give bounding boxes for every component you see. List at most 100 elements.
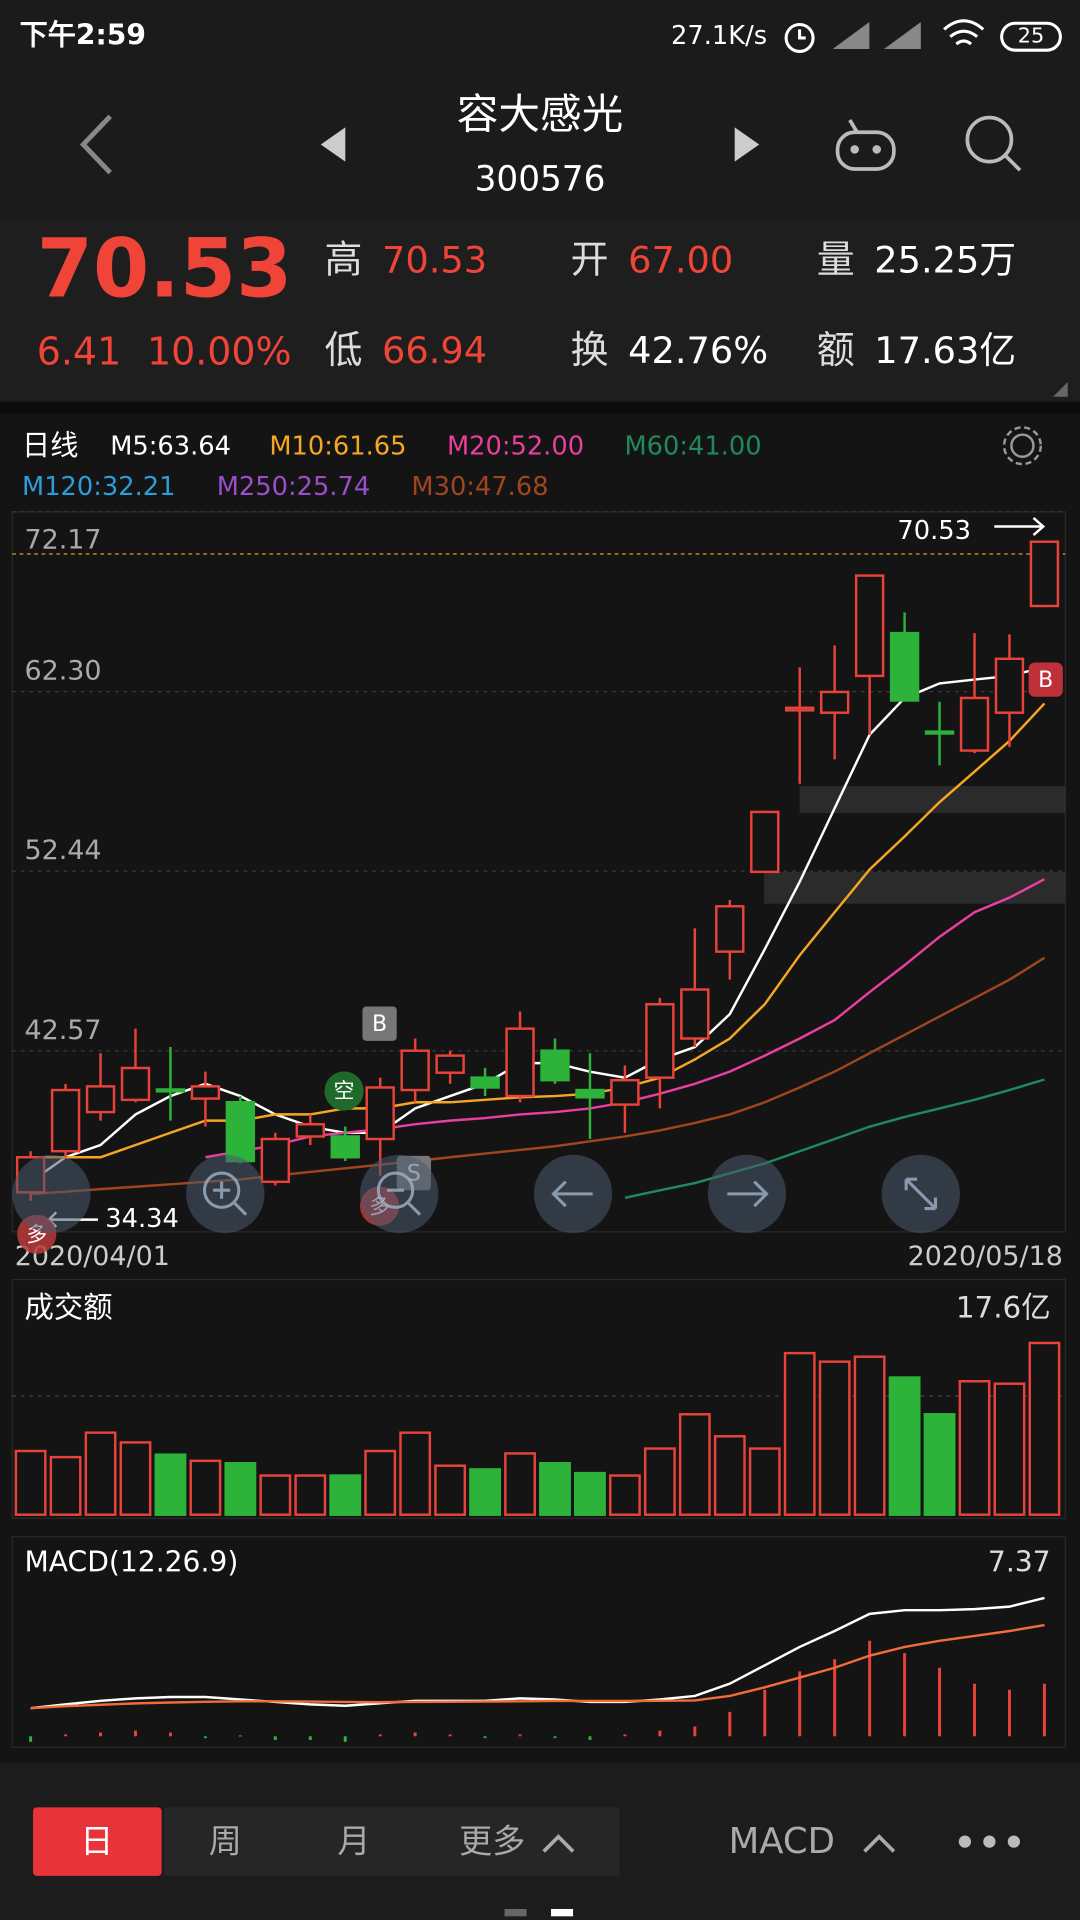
- tab-active[interactable]: [33, 1807, 162, 1876]
- stat-value: 42.76%: [628, 329, 768, 372]
- nav-icons: [202, 1171, 938, 1216]
- macd-bar: [798, 1671, 802, 1737]
- macd-bar: [413, 1732, 417, 1737]
- volume-bar: [84, 1431, 117, 1516]
- caret: [863, 1834, 896, 1853]
- macd-bar: [203, 1736, 207, 1739]
- legend-entry: M30:47.68: [411, 472, 548, 502]
- macd-bar: [833, 1659, 837, 1737]
- candle-body: [819, 690, 850, 714]
- candle-body: [575, 1088, 605, 1099]
- change: 6.41: [37, 329, 121, 373]
- indicator-tab[interactable]: MACD: [729, 1821, 835, 1862]
- macd-bar: [868, 1640, 872, 1737]
- stock-name: 容大感光: [457, 90, 624, 139]
- max-label: 17.6亿: [956, 1290, 1051, 1324]
- period-tabs: [164, 1807, 620, 1876]
- macd-bar: [483, 1736, 487, 1739]
- macd-bar: [134, 1730, 137, 1737]
- candle-body: [994, 657, 1025, 714]
- macd-bar: [378, 1734, 382, 1737]
- top-bar-bg: [0, 0, 1080, 218]
- stat-value: 25.25万: [874, 239, 1016, 282]
- search-icon[interactable]: [965, 115, 1022, 172]
- macd-bar: [1042, 1683, 1046, 1737]
- dif-label: 7.37: [988, 1546, 1051, 1579]
- candle-body: [225, 1101, 256, 1163]
- volume-bar: [154, 1453, 187, 1516]
- price: 70.53: [37, 222, 293, 316]
- stat-value: 17.63亿: [874, 329, 1016, 372]
- candle-body: [50, 1088, 81, 1153]
- page-dot: [504, 1908, 527, 1917]
- macd-bar: [343, 1736, 347, 1742]
- x-tick-label: 2020/05/18: [908, 1241, 1063, 1272]
- legend-entry: M5:63.64: [110, 431, 231, 461]
- divider: [0, 401, 1080, 414]
- volume-bar: [1028, 1341, 1061, 1516]
- volume-bar: [923, 1413, 956, 1516]
- marker-box: [362, 1006, 397, 1041]
- settings-icon[interactable]: [1002, 426, 1043, 466]
- y-tick-label: 72.17: [24, 525, 101, 556]
- candle-body: [400, 1049, 430, 1092]
- macd-bar: [728, 1711, 732, 1737]
- tab[interactable]: 周: [209, 1821, 242, 1860]
- candle-body: [610, 1078, 640, 1106]
- volume-bar: [993, 1382, 1026, 1516]
- marker-circle: [324, 1071, 364, 1111]
- y-tick-label: 52.44: [24, 835, 101, 866]
- candle-body: [330, 1135, 360, 1159]
- arrow: [994, 517, 1046, 537]
- ma-line: [624, 1078, 1045, 1199]
- legend-entry: M60:41.00: [624, 431, 761, 461]
- chart-title: 成交额: [24, 1290, 112, 1324]
- candle-body: [295, 1123, 325, 1138]
- battery: 25: [1018, 24, 1044, 48]
- candle-body: [924, 730, 955, 735]
- candle-body: [959, 696, 990, 752]
- robot-icon[interactable]: [835, 119, 896, 171]
- volume-bar: [434, 1464, 467, 1516]
- candle-body: [470, 1076, 500, 1089]
- legend-entry: M10:61.65: [269, 431, 406, 461]
- macd-bar: [238, 1735, 242, 1737]
- legend-entry: M120:32.21: [22, 472, 175, 502]
- stat-label: 开: [571, 238, 609, 282]
- change-pct: 10.00%: [147, 329, 292, 373]
- stat-value: 66.94: [382, 329, 487, 372]
- candle-body: [645, 1003, 675, 1079]
- macd-bar: [623, 1734, 627, 1737]
- candle-body: [435, 1054, 465, 1074]
- next-stock[interactable]: [734, 127, 760, 162]
- candle-body: [680, 988, 710, 1040]
- tab[interactable]: 更多: [459, 1821, 525, 1860]
- volume-bar: [329, 1474, 362, 1516]
- zoom-in[interactable]: [186, 1154, 265, 1234]
- ma-line: [30, 702, 1046, 1159]
- volume-bar: [574, 1471, 606, 1516]
- back-button[interactable]: [79, 114, 112, 175]
- candle-body: [155, 1088, 186, 1093]
- nav-button[interactable]: [12, 1154, 91, 1234]
- stat-label: 量: [817, 238, 855, 282]
- stat-label: 换: [571, 328, 609, 372]
- zoom-out[interactable]: [360, 1154, 439, 1234]
- candle-body: [505, 1027, 535, 1098]
- prev-stock[interactable]: [320, 127, 346, 162]
- y-tick-label: 42.57: [24, 1015, 101, 1046]
- tab[interactable]: 月: [337, 1821, 370, 1860]
- macd-bar: [273, 1736, 277, 1741]
- stock-code: 300576: [475, 160, 606, 200]
- marker: B: [1038, 668, 1053, 693]
- macd-bar: [903, 1653, 907, 1737]
- more-button[interactable]: [958, 1835, 1020, 1848]
- volume-bar: [189, 1459, 222, 1516]
- volume-bar: [224, 1462, 257, 1516]
- volume-bar: [678, 1413, 711, 1516]
- stat-value: 70.53: [382, 239, 487, 282]
- dea-line: [30, 1623, 1045, 1710]
- tab[interactable]: 日: [80, 1821, 113, 1860]
- candle-body: [1029, 540, 1060, 608]
